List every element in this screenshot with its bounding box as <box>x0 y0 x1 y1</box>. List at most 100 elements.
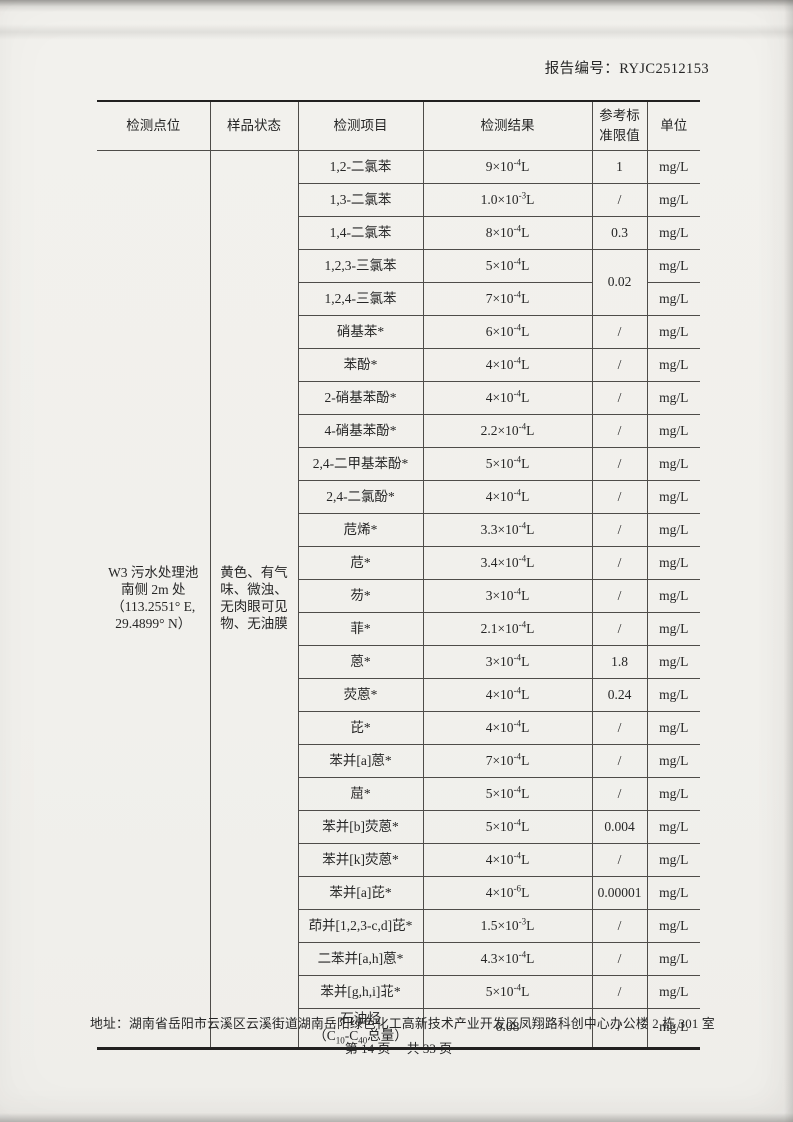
item-cell: 苊烯* <box>298 513 424 547</box>
item-cell: 苯酚* <box>298 348 424 382</box>
unit-cell: mg/L <box>646 612 700 646</box>
result-cell: 5×10-4L <box>422 777 593 811</box>
unit-cell: mg/L <box>646 744 700 778</box>
limit-cell: / <box>591 711 648 745</box>
item-cell: 荧蒽* <box>298 678 424 712</box>
table-row: 2,4-二氯酚* 4×10-4L / mg/L <box>97 480 700 514</box>
unit-cell: mg/L <box>646 216 700 250</box>
limit-cell: 0.02 <box>591 249 648 316</box>
limit-cell: / <box>591 480 648 514</box>
col-header-sample-status: 样品状态 <box>209 100 299 151</box>
unit-cell: mg/L <box>646 249 700 283</box>
table-row: 芴* 3×10-4L / mg/L <box>97 579 700 613</box>
footer-page-number: 第 14 页 共 33 页 <box>344 1041 453 1056</box>
footer-address: 地址：湖南省岳阳市云溪区云溪街道湖南岳阳绿色化工高新技术产业开发区凤翔路科创中心… <box>90 1017 715 1031</box>
table-row: 石油烃 （C10-C40总量） 0.08/mg/L <box>97 1008 700 1049</box>
unit-cell: mg/L <box>646 975 700 1009</box>
item-cell: 苊* <box>298 546 424 580</box>
col-header-item: 检测项目 <box>297 100 424 151</box>
table-row: 蒽* 3×10-4L 1.8 mg/L <box>97 645 700 679</box>
table-row: 苯并[g,h,i]苝* 5×10-4L / mg/L <box>97 975 700 1009</box>
result-cell: 1.5×10-3L <box>422 909 593 943</box>
unit-cell: mg/L <box>646 810 700 844</box>
item-cell: 茚并[1,2,3-c,d]芘* <box>298 909 424 943</box>
unit-cell: mg/L <box>646 1008 700 1049</box>
limit-cell: 0.3 <box>591 216 648 250</box>
table-row: 苯并[b]荧蒽* 5×10-4L 0.004 mg/L <box>97 810 700 844</box>
table-row: 苊烯* 3.3×10-4L / mg/L <box>97 513 700 547</box>
limit-cell: / <box>591 975 648 1009</box>
limit-cell: / <box>591 546 648 580</box>
location-cell: W3 污水处理池 南侧 2m 处（113.2551° E, 29.4899° N） <box>97 150 211 1049</box>
unit-cell: mg/L <box>646 414 700 448</box>
item-cell: 石油烃 （C10-C40总量） <box>298 1008 424 1049</box>
result-cell: 4×10-4L <box>422 348 593 382</box>
result-cell: 2.1×10-4L <box>422 612 593 646</box>
table-row: W3 污水处理池 南侧 2m 处（113.2551° E, 29.4899° N）黄… <box>97 150 700 1049</box>
result-cell: 0.08 <box>422 1008 593 1049</box>
item-cell: 2,4-二氯酚* <box>298 480 424 514</box>
unit-cell: mg/L <box>646 282 700 316</box>
result-cell: 4.3×10-4L <box>422 942 593 976</box>
limit-cell: / <box>591 909 648 943</box>
limit-cell: 0.24 <box>591 678 648 712</box>
result-cell: 9×10-4L <box>422 150 593 184</box>
limit-cell: / <box>591 513 648 547</box>
table-row: 苯并[k]荧蒽* 4×10-4L / mg/L <box>97 843 700 877</box>
result-cell: 3×10-4L <box>422 645 593 679</box>
table-row: 2-硝基苯酚* 4×10-4L / mg/L <box>97 381 700 415</box>
unit-cell: mg/L <box>646 513 700 547</box>
unit-cell: mg/L <box>646 447 700 481</box>
scan-shadow-top <box>0 0 793 12</box>
unit-cell: mg/L <box>646 777 700 811</box>
result-cell: 3.3×10-4L <box>422 513 593 547</box>
item-cell: 䓛* <box>298 777 424 811</box>
table-header-row: 检测点位 样品状态 检测项目 检测结果 参考标 准限值 单位 <box>97 100 700 151</box>
col-header-result: 检测结果 <box>422 100 593 151</box>
table-row: 芘* 4×10-4L / mg/L <box>97 711 700 745</box>
result-cell: 8×10-4L <box>422 216 593 250</box>
limit-cell: / <box>591 447 648 481</box>
limit-cell: / <box>591 183 648 217</box>
result-cell: 4×10-6L <box>422 876 593 910</box>
unit-cell: mg/L <box>646 909 700 943</box>
unit-cell: mg/L <box>646 711 700 745</box>
report-number-label: 报告编号： <box>544 61 620 77</box>
item-cell: 苯并[b]荧蒽* <box>298 810 424 844</box>
result-cell: 4×10-4L <box>422 381 593 415</box>
unit-cell: mg/L <box>646 579 700 613</box>
results-table: 检测点位 样品状态 检测项目 检测结果 参考标 准限值 单位 W3 污水处理池南… <box>97 100 700 1050</box>
item-cell: 菲* <box>298 612 424 646</box>
table-row: 硝基苯* 6×10-4L / mg/L <box>97 315 700 349</box>
unit-cell: mg/L <box>646 546 700 580</box>
item-cell: 4-硝基苯酚* <box>298 414 424 448</box>
item-cell: 2-硝基苯酚* <box>298 381 424 415</box>
unit-cell: mg/L <box>646 480 700 514</box>
limit-cell: / <box>591 414 648 448</box>
limit-cell: / <box>591 612 648 646</box>
result-cell: 6×10-4L <box>422 315 593 349</box>
result-cell: 4×10-4L <box>422 480 593 514</box>
limit-cell: 0.00001 <box>591 876 648 910</box>
table-row: 1,4-二氯苯 8×10-4L 0.3 mg/L <box>97 216 700 250</box>
item-cell: 1,3-二氯苯 <box>298 183 424 217</box>
report-number: 报告编号：RYJC2512153 <box>545 57 709 78</box>
unit-cell: mg/L <box>646 381 700 415</box>
result-cell: 1.0×10-3L <box>422 183 593 217</box>
result-cell: 3.4×10-4L <box>422 546 593 580</box>
limit-cell: / <box>591 777 648 811</box>
table-row: 茚并[1,2,3-c,d]芘* 1.5×10-3L / mg/L <box>97 909 700 943</box>
unit-cell: mg/L <box>646 315 700 349</box>
item-cell: 2,4-二甲基苯酚* <box>298 447 424 481</box>
table-row: 1,3-二氯苯 1.0×10-3L / mg/L <box>97 183 700 217</box>
limit-cell: / <box>591 744 648 778</box>
result-cell: 3×10-4L <box>422 579 593 613</box>
item-cell: 蒽* <box>298 645 424 679</box>
col-header-limit: 参考标 准限值 <box>591 100 648 151</box>
unit-cell: mg/L <box>646 843 700 877</box>
result-cell: 5×10-4L <box>422 810 593 844</box>
col-header-unit: 单位 <box>646 100 700 151</box>
table-row: 二苯并[a,h]蒽* 4.3×10-4L / mg/L <box>97 942 700 976</box>
unit-cell: mg/L <box>646 876 700 910</box>
table-row: 䓛* 5×10-4L / mg/L <box>97 777 700 811</box>
